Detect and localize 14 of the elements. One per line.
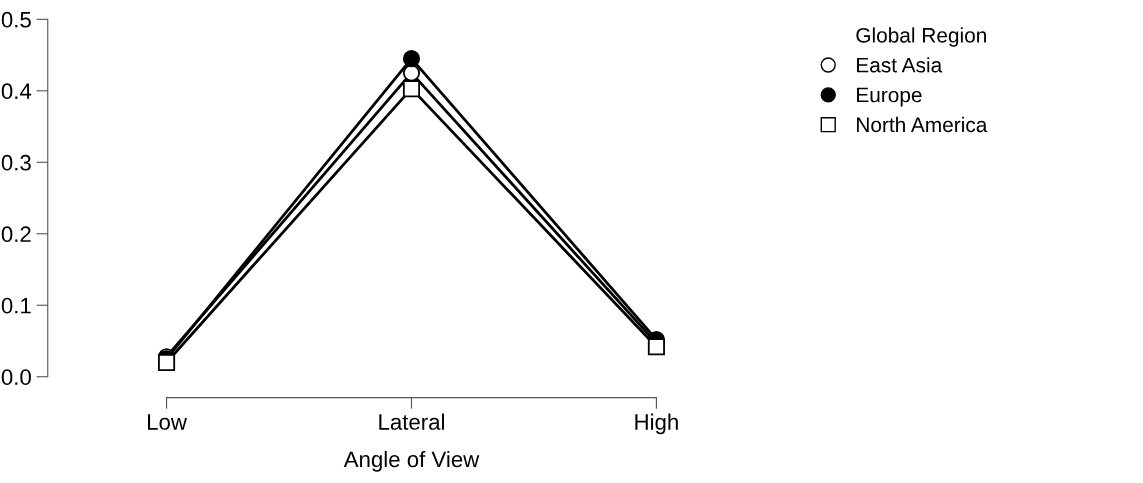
x-axis-title: Angle of View: [343, 450, 480, 472]
legend-label: East Asia: [857, 57, 943, 73]
legend-label: North America: [857, 116, 988, 133]
y-tick-label: 0.1: [1, 297, 31, 314]
y-tick-label: 0.0: [1, 369, 31, 386]
y-tick-label: 0.4: [1, 83, 32, 100]
legend-title: Global Region: [856, 27, 986, 47]
legend-label: Europe: [857, 87, 922, 107]
y-tick-label: 0.2: [1, 226, 31, 243]
y-tick-label: 0.3: [1, 154, 31, 171]
y-tick-label: 0.5: [1, 11, 31, 28]
x-tick-label: High: [635, 413, 678, 435]
x-tick-label: Low: [147, 414, 187, 430]
x-tick-label: Lateral: [379, 413, 444, 430]
